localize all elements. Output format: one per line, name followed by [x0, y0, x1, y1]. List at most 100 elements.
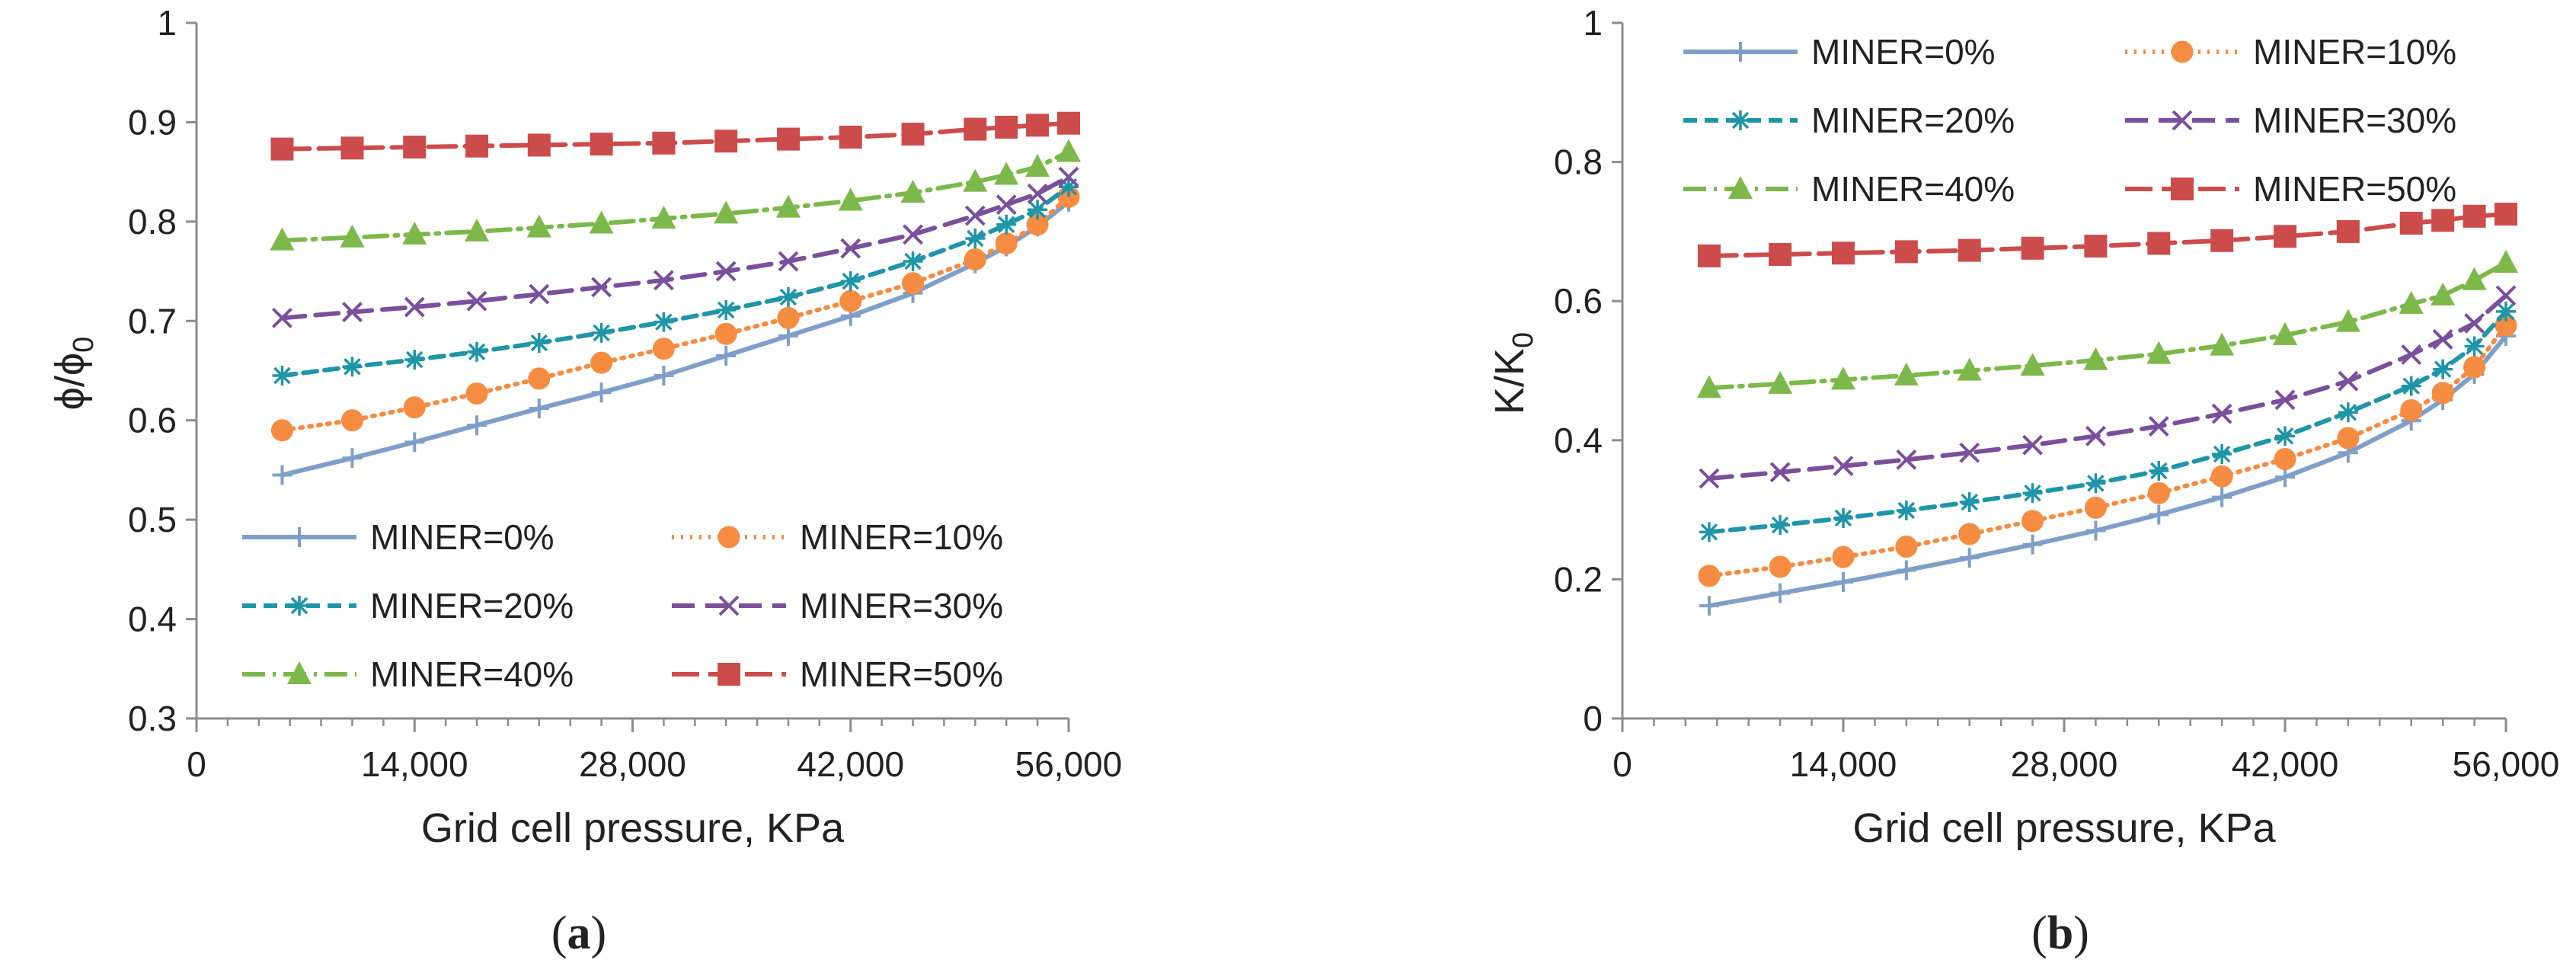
data-point	[2273, 322, 2297, 345]
data-point	[716, 299, 737, 320]
data-point	[2021, 236, 2044, 260]
data-point	[652, 338, 675, 360]
y-tick-label: 0.5	[128, 500, 177, 539]
series-MINER=10%	[1698, 314, 2517, 587]
legend-marker	[718, 663, 740, 686]
data-point	[2146, 341, 2172, 364]
data-point	[2399, 211, 2423, 235]
data-point	[2335, 309, 2360, 332]
data-point	[654, 366, 674, 386]
series-MINER=30%	[272, 166, 1079, 328]
y-tick-label: 0.2	[1554, 559, 1603, 599]
data-point	[2210, 229, 2234, 252]
legend: MINER=0% MINER=10% MINER=20% MINER=30% MINER…	[1683, 32, 2456, 209]
data-point	[1027, 183, 1048, 204]
data-point	[778, 251, 799, 272]
data-point	[2494, 249, 2518, 273]
data-point	[777, 306, 800, 329]
data-point	[2431, 209, 2455, 232]
series-line	[280, 199, 1071, 478]
data-point	[1768, 370, 1793, 394]
legend-label: MINER=50%	[2253, 169, 2456, 209]
data-point	[1896, 449, 1917, 470]
data-point	[2463, 356, 2486, 379]
legend-item: MINER=40%	[1683, 169, 2015, 209]
data-point	[2431, 382, 2454, 405]
data-point	[1696, 375, 1721, 398]
data-point	[1957, 357, 1982, 381]
data-point	[2431, 282, 2456, 306]
data-point	[2433, 359, 2453, 379]
data-point	[272, 366, 292, 386]
chart-a: 0.3 0.4 0.5 0.6 0.7 0.8 0.9 1 0 14,000 28,000 42,00…	[47, 3, 1122, 959]
legend-marker	[1731, 42, 1750, 62]
series-MINER=50%	[1697, 203, 2517, 267]
data-point	[2149, 460, 2169, 481]
data-point	[1896, 560, 1916, 581]
legend-marker	[287, 661, 312, 684]
data-point	[2464, 336, 2485, 357]
data-point	[529, 398, 549, 419]
data-point	[2338, 402, 2358, 423]
data-point	[1770, 583, 1791, 603]
data-point	[1697, 244, 1721, 267]
data-point	[2495, 285, 2517, 306]
legend-label: MINER=50%	[800, 654, 1003, 694]
series-line	[280, 149, 1071, 243]
data-point	[2274, 447, 2296, 470]
data-point	[2148, 416, 2169, 437]
data-point	[402, 221, 427, 245]
legend-label: MINER=40%	[1811, 169, 2015, 209]
x-tick-label: 14,000	[361, 744, 468, 784]
data-point	[2275, 467, 2295, 488]
legend: MINER=0% MINER=10% MINER=20% MINER=30% MINER…	[242, 517, 1003, 694]
data-point	[527, 133, 551, 157]
data-point	[526, 214, 551, 238]
data-point	[902, 272, 925, 295]
data-point	[467, 341, 487, 362]
y-tick-label: 1	[1583, 3, 1603, 43]
data-point	[591, 382, 612, 403]
data-point	[1833, 572, 1853, 593]
data-point	[2211, 403, 2232, 424]
data-point	[716, 345, 737, 366]
data-point	[340, 224, 365, 248]
legend-item: MINER=0%	[242, 517, 555, 557]
data-point	[465, 218, 490, 242]
series-MINER=40%	[1696, 249, 2518, 398]
data-point	[2020, 353, 2045, 376]
data-point	[714, 130, 738, 153]
data-point	[2083, 347, 2108, 370]
y-tick-label: 0	[1583, 699, 1603, 738]
legend-marker	[1728, 176, 1753, 199]
data-point	[2274, 225, 2296, 248]
legend-label: MINER=0%	[1811, 32, 1996, 72]
data-point	[1769, 243, 1792, 267]
x-tick-label: 0	[187, 744, 206, 784]
data-point	[342, 448, 363, 469]
data-point	[591, 322, 612, 343]
data-point	[2338, 370, 2359, 392]
x-tick-label: 0	[1612, 744, 1632, 784]
data-point	[1028, 200, 1048, 220]
data-point	[1699, 468, 1720, 489]
legend-marker	[289, 596, 309, 616]
data-point	[965, 229, 986, 249]
data-point	[404, 350, 425, 370]
data-point	[1895, 535, 1918, 558]
data-point	[2210, 465, 2233, 488]
data-point	[529, 283, 550, 305]
data-point	[342, 357, 363, 377]
y-tick-label: 0.4	[1554, 421, 1603, 460]
data-point	[1699, 596, 1719, 616]
data-point	[404, 296, 425, 318]
legend-label: MINER=0%	[370, 517, 555, 557]
data-point	[1057, 111, 1080, 135]
panel-label: (b)	[2031, 907, 2089, 959]
series-MINER=20%	[272, 177, 1079, 386]
series-line	[1706, 261, 2508, 391]
data-point	[1833, 508, 1853, 529]
data-point	[270, 419, 293, 442]
data-point	[2085, 520, 2106, 541]
